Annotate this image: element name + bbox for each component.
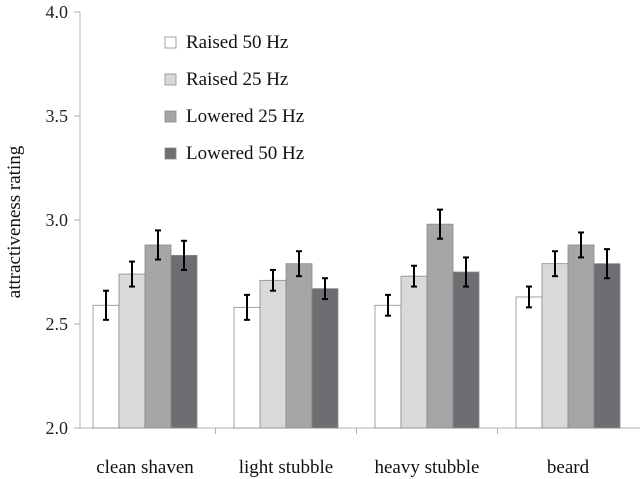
- bar: [515, 296, 543, 429]
- bar: [144, 244, 172, 429]
- bar: [92, 304, 120, 429]
- bar: [233, 306, 261, 429]
- y-tick-label: 2.5: [46, 314, 69, 334]
- y-axis-ticks: 2.0 2.5 3.0 3.5 4.0: [46, 2, 80, 438]
- x-tick-label: beard: [547, 457, 590, 478]
- y-tick-label: 2.0: [46, 418, 69, 438]
- legend: Raised 50 Hz Raised 25 Hz Lowered 25 Hz Low…: [164, 32, 304, 164]
- y-tick-label: 4.0: [46, 2, 69, 22]
- bar: [118, 273, 146, 429]
- bar: [311, 288, 339, 429]
- bar: [567, 244, 595, 429]
- legend-label: Lowered 25 Hz: [186, 106, 304, 127]
- x-axis-labels: clean shaven light stubble heavy stubble be…: [96, 428, 590, 478]
- legend-swatch: [164, 36, 177, 49]
- bar: [593, 263, 621, 429]
- bar: [374, 304, 402, 429]
- bar: [426, 223, 454, 429]
- x-tick-label: heavy stubble: [374, 457, 479, 478]
- error-bars-group: [103, 208, 610, 321]
- y-tick-label: 3.5: [46, 106, 69, 126]
- bars-group: [92, 223, 621, 429]
- x-tick-label: light stubble: [239, 457, 333, 478]
- legend-swatch: [164, 73, 177, 86]
- legend-label: Raised 25 Hz: [186, 69, 288, 90]
- x-tick-label: clean shaven: [96, 457, 194, 478]
- bar: [541, 263, 569, 429]
- y-tick-label: 3.0: [46, 210, 69, 230]
- bar: [285, 263, 313, 429]
- bar: [170, 254, 198, 429]
- legend-swatch: [164, 110, 177, 123]
- bar: [400, 275, 428, 429]
- legend-swatch: [164, 147, 177, 160]
- legend-label: Raised 50 Hz: [186, 32, 288, 53]
- y-axis-title: attractiveness rating: [4, 145, 25, 298]
- bar: [259, 279, 287, 429]
- bar: [452, 271, 480, 429]
- legend-label: Lowered 50 Hz: [186, 143, 304, 164]
